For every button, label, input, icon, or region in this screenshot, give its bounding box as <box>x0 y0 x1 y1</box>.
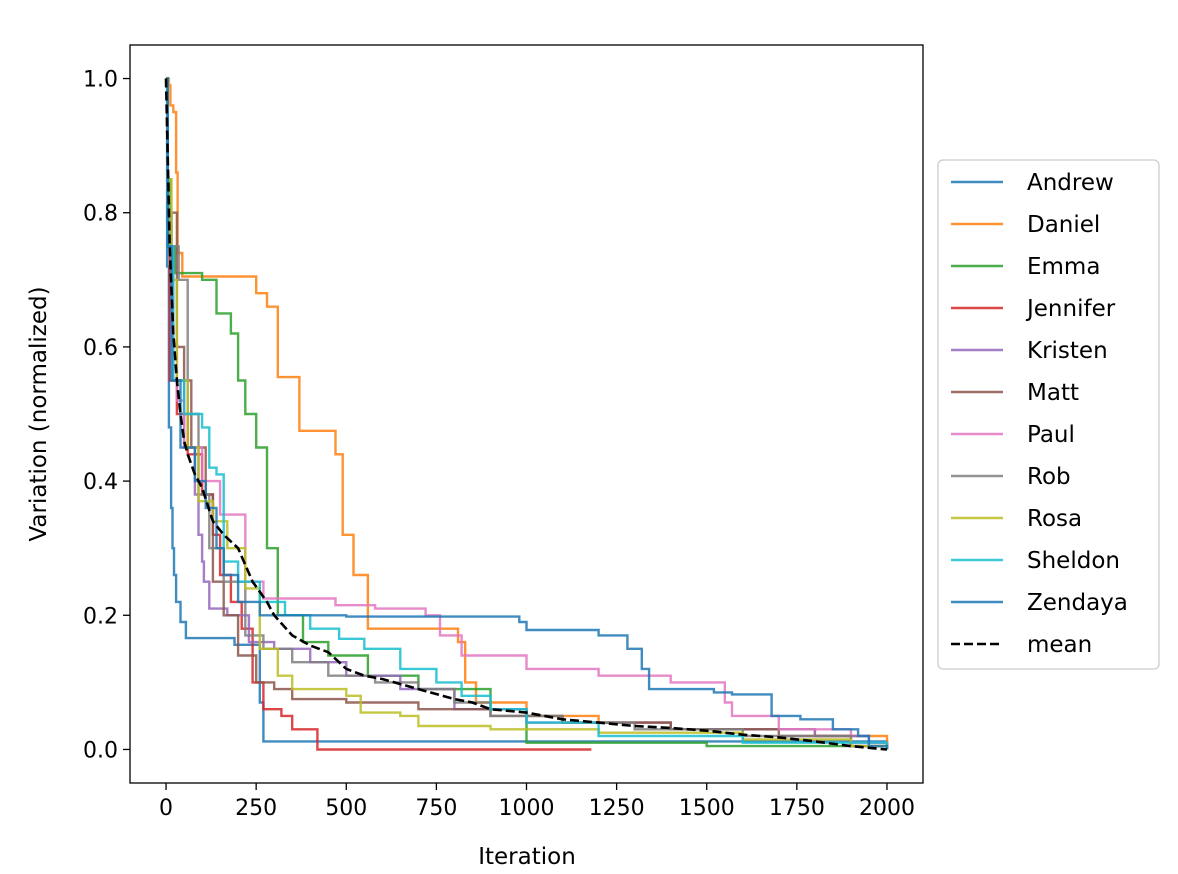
y-tick-label: 0.2 <box>83 604 118 629</box>
legend-label-rosa: Rosa <box>1027 506 1082 532</box>
x-tick-label: 1000 <box>499 796 555 821</box>
y-axis-label: Variation (normalized) <box>26 286 52 541</box>
x-axis: 0 250 500 750 1000 1250 1500 1750 2000 <box>159 783 915 821</box>
legend-frame <box>937 159 1160 670</box>
x-tick-label: 500 <box>325 796 367 821</box>
x-tick-label: 1500 <box>679 796 735 821</box>
legend-label-matt: Matt <box>1027 380 1079 406</box>
x-axis-label: Iteration <box>478 844 576 870</box>
legend: Andrew Daniel Emma Jennifer Kristen Matt Paul R… <box>937 159 1160 670</box>
legend-label-kristen: Kristen <box>1027 338 1108 364</box>
x-tick-label: 0 <box>159 796 173 821</box>
x-tick-label: 2000 <box>859 796 915 821</box>
series-line-mean <box>164 78 888 751</box>
x-tick-label: 750 <box>415 796 457 821</box>
y-axis: 0.0 0.2 0.4 0.6 0.8 1.0 <box>83 68 130 763</box>
legend-label-emma: Emma <box>1027 254 1100 280</box>
series-line-daniel <box>166 77 889 750</box>
legend-label-paul: Paul <box>1027 422 1075 448</box>
series-line-rob <box>166 77 889 750</box>
legend-label-andrew: Andrew <box>1027 170 1114 196</box>
y-tick-label: 0.4 <box>83 470 118 495</box>
y-tick-label: 1.0 <box>83 68 118 93</box>
legend-label-sheldon: Sheldon <box>1027 548 1120 574</box>
series-line-andrew <box>165 77 889 750</box>
legend-label-rob: Rob <box>1027 464 1071 490</box>
y-tick-label: 0.0 <box>83 738 118 763</box>
y-tick-label: 0.6 <box>83 336 118 361</box>
x-tick-label: 250 <box>235 796 277 821</box>
legend-label-zendaya: Zendaya <box>1027 590 1128 616</box>
legend-label-mean: mean <box>1027 632 1092 658</box>
x-tick-label: 1250 <box>589 796 645 821</box>
x-tick-label: 1750 <box>769 796 825 821</box>
series-line-zendaya <box>166 77 889 750</box>
legend-label-daniel: Daniel <box>1027 212 1100 238</box>
plot-lines <box>164 77 889 751</box>
legend-label-jennifer: Jennifer <box>1025 296 1116 322</box>
y-tick-label: 0.8 <box>83 202 118 227</box>
